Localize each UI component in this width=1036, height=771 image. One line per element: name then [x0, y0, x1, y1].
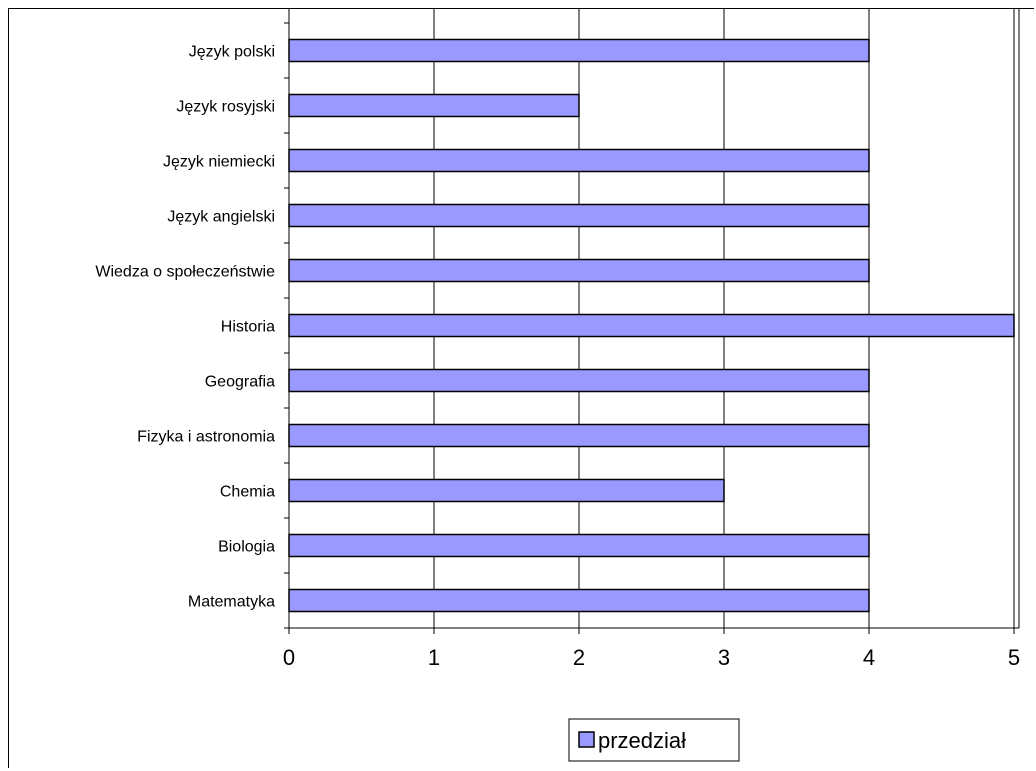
- legend-label: przedział: [598, 728, 686, 753]
- category-label: Biologia: [218, 539, 275, 556]
- bar: [288, 423, 870, 448]
- x-tick-label: 0: [283, 645, 295, 670]
- category-label: Fizyka i astronomia: [137, 429, 275, 446]
- category-label: Chemia: [220, 484, 275, 501]
- category-label: Język rosyjski: [176, 99, 275, 116]
- bar: [288, 588, 870, 613]
- x-tick-label: 2: [573, 645, 585, 670]
- category-label: Język angielski: [167, 209, 275, 226]
- category-label: Matematyka: [188, 594, 275, 611]
- x-tick-label: 1: [428, 645, 440, 670]
- x-tick-label: 5: [1008, 645, 1020, 670]
- legend-swatch: [578, 731, 595, 748]
- bar: [288, 313, 1015, 338]
- bar: [288, 368, 870, 393]
- category-label: Język polski: [189, 44, 275, 61]
- bar: [288, 478, 725, 503]
- x-tick-label: 3: [718, 645, 730, 670]
- bar: [288, 533, 870, 558]
- x-tick-label: 4: [863, 645, 875, 670]
- chart-frame: 0 1 2 3 4 5 Matematyka Biologia Chemia Fizyka i a…: [8, 8, 1034, 768]
- legend-box: [568, 718, 740, 762]
- category-label: Wiedza o społeczeństwie: [95, 264, 275, 281]
- bar-chart: 0 1 2 3 4 5 Matematyka Biologia Chemia Fizyka i a…: [95, 9, 1020, 762]
- bar: [288, 148, 870, 173]
- category-label: Język niemiecki: [163, 154, 275, 171]
- bar: [288, 258, 870, 283]
- bar: [288, 203, 870, 228]
- bar: [288, 38, 870, 63]
- bar: [288, 93, 580, 118]
- category-label: Historia: [221, 319, 275, 336]
- category-label: Geografia: [205, 374, 275, 391]
